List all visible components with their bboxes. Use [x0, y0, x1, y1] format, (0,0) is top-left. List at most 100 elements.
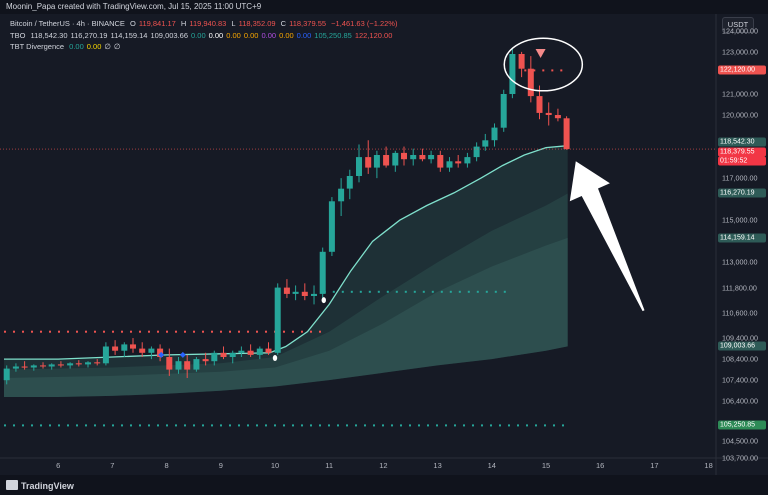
level-dot: [202, 330, 204, 333]
level-dot: [413, 290, 416, 293]
divergence-value: ∅: [104, 42, 111, 51]
price-tick-label: 113,000.00: [722, 257, 758, 267]
level-dot: [503, 290, 506, 293]
highlight-ellipse: [503, 37, 584, 92]
candle-body: [292, 291, 299, 294]
level-dot: [4, 424, 6, 427]
level-dot: [58, 424, 60, 427]
level-dot: [328, 424, 330, 427]
candle-body: [419, 155, 426, 160]
low-label: L: [231, 19, 236, 28]
level-dot: [508, 424, 510, 427]
level-dot: [229, 424, 231, 427]
level-dot: [4, 330, 6, 333]
tbo-value: 0.00: [208, 31, 224, 40]
candle-body: [193, 359, 200, 370]
level-dot: [350, 290, 353, 293]
price-tick-label: 115,000.00: [722, 215, 758, 225]
divergence-legend[interactable]: TBT Divergence 0.00 0.00 ∅ ∅: [10, 42, 123, 51]
tradingview-logo-icon: [6, 480, 18, 490]
candle-body: [157, 348, 164, 357]
time-tick-label: 18: [704, 461, 713, 470]
candle-body: [67, 363, 74, 366]
level-dot: [211, 330, 213, 333]
band-fill-inner: [4, 237, 568, 397]
level-dot: [202, 424, 204, 427]
level-dot: [22, 424, 24, 427]
time-tick-label: 8: [164, 461, 169, 470]
level-dot: [130, 424, 132, 427]
level-dot: [418, 424, 420, 427]
candle-body: [202, 359, 209, 362]
candle-body: [509, 54, 516, 94]
high-value: 119,940.83: [189, 19, 227, 28]
level-dot: [274, 424, 276, 427]
level-dot: [247, 330, 249, 333]
price-tick-label: 123,000.00: [722, 47, 758, 57]
divergence-label[interactable]: TBT Divergence: [10, 42, 65, 51]
level-dot: [337, 424, 339, 427]
candle-body: [166, 357, 173, 370]
candle-body: [85, 362, 91, 365]
symbol-name[interactable]: Bitcoin / TetherUS · 4h · BINANCE: [10, 19, 125, 28]
candle-body: [383, 155, 390, 166]
candle-body: [102, 346, 109, 364]
level-dot: [94, 330, 96, 333]
level-dot: [395, 290, 398, 293]
level-dot: [377, 290, 380, 293]
level-dot: [157, 330, 159, 333]
level-dot: [310, 424, 312, 427]
price-tick-label: 106,400.00: [722, 396, 758, 406]
candle-body: [220, 352, 227, 357]
tbo-label[interactable]: TBO: [10, 31, 26, 40]
symbol-legend[interactable]: Bitcoin / TetherUS · 4h · BINANCE O 119,8…: [10, 19, 400, 28]
candle-body: [446, 161, 453, 168]
level-dot: [341, 290, 344, 293]
candle-body: [57, 364, 64, 366]
time-tick-label: 13: [433, 461, 442, 470]
level-dot: [292, 424, 294, 427]
candle-body: [3, 368, 10, 381]
candle-body: [265, 348, 272, 353]
level-dot: [238, 424, 240, 427]
candle-body: [338, 188, 345, 202]
candle-body: [247, 350, 254, 355]
level-dot: [404, 290, 407, 293]
price-tag: 109,003.66: [718, 341, 766, 351]
level-dot: [292, 330, 294, 333]
level-dot: [220, 424, 222, 427]
level-dot: [256, 424, 258, 427]
price-tick-label: 103,700.00: [722, 453, 758, 463]
level-dot: [13, 330, 15, 333]
time-tick-label: 14: [487, 461, 496, 470]
level-dot: [193, 424, 195, 427]
candle-body: [229, 352, 236, 357]
currency-button[interactable]: USDT: [722, 17, 754, 33]
level-dot: [524, 69, 527, 72]
tbo-legend[interactable]: TBO 118,542.30 116,270.19 114,159.14 109,00…: [10, 31, 395, 40]
level-dot: [247, 424, 249, 427]
level-dot: [364, 424, 366, 427]
candle-body: [311, 293, 317, 296]
close-label: C: [280, 19, 287, 28]
level-dot: [76, 330, 78, 333]
level-dot: [283, 330, 285, 333]
candle-body: [545, 112, 552, 115]
candle-body: [175, 361, 182, 370]
tradingview-logo[interactable]: TradingView: [6, 480, 74, 491]
level-dot: [301, 424, 303, 427]
level-dot: [481, 424, 483, 427]
candle-body: [410, 155, 417, 160]
tbo-value: 114,159.14: [110, 31, 148, 40]
candle-body: [40, 365, 46, 367]
level-dot: [121, 330, 123, 333]
signal-oval-icon: [321, 297, 326, 304]
level-dot: [85, 330, 87, 333]
price-tick-label: 111,800.00: [722, 283, 757, 293]
change-value: −1,461.63 (−1.22%): [331, 19, 398, 28]
price-tick-label: 109,400.00: [722, 333, 758, 343]
price-tag: 122,120.00: [718, 65, 766, 75]
candle-body: [94, 362, 101, 364]
price-tick-label: 107,400.00: [722, 375, 758, 385]
